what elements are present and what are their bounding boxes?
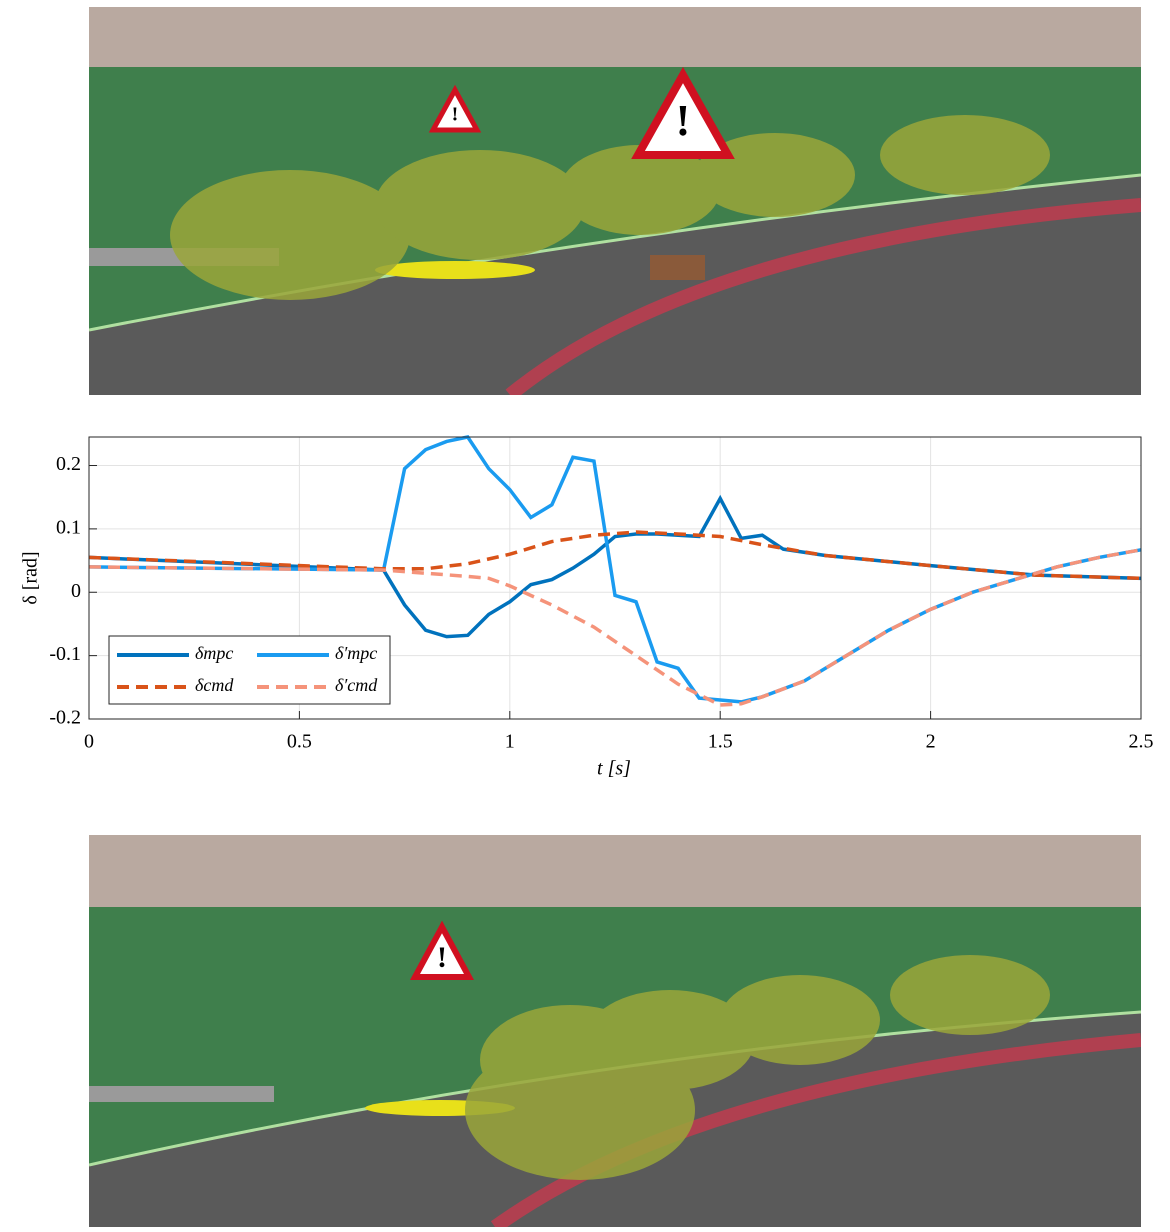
y-tick-label: 0.1 xyxy=(56,516,81,538)
series-line xyxy=(88,548,1142,707)
y-tick-label: -0.2 xyxy=(49,707,81,729)
series-line xyxy=(88,530,1142,581)
x-tick-label: 0.5 xyxy=(287,731,312,753)
simulation-scene-bottom: ! xyxy=(89,835,1141,1227)
series-line xyxy=(88,494,1142,639)
legend-box xyxy=(108,635,391,705)
legend-label: δ′mpc xyxy=(335,643,377,663)
y-tick-label: 0.2 xyxy=(56,453,81,475)
warning-icon: ! xyxy=(452,104,459,126)
y-tick-label: -0.1 xyxy=(49,643,81,665)
x-tick-label: 1 xyxy=(505,731,515,753)
x-tick-label: 2 xyxy=(926,731,936,753)
x-tick-label: 0 xyxy=(84,731,94,753)
simulation-scene-top: ! ! xyxy=(89,7,1141,395)
legend-label: δ′cmd xyxy=(335,675,378,695)
y-tick-label: 0 xyxy=(71,580,81,602)
x-axis-label: t [s] xyxy=(597,758,631,780)
x-tick-label: 1.5 xyxy=(708,731,733,753)
plot-frame xyxy=(88,436,1142,720)
y-axis-label: δ [rad] xyxy=(20,551,42,604)
legend-label: δmpc xyxy=(195,643,233,663)
x-tick-label: 2.5 xyxy=(1129,731,1154,753)
legend-label: δcmd xyxy=(195,675,234,695)
warning-icon: ! xyxy=(437,941,447,974)
warning-icon: ! xyxy=(676,96,691,145)
